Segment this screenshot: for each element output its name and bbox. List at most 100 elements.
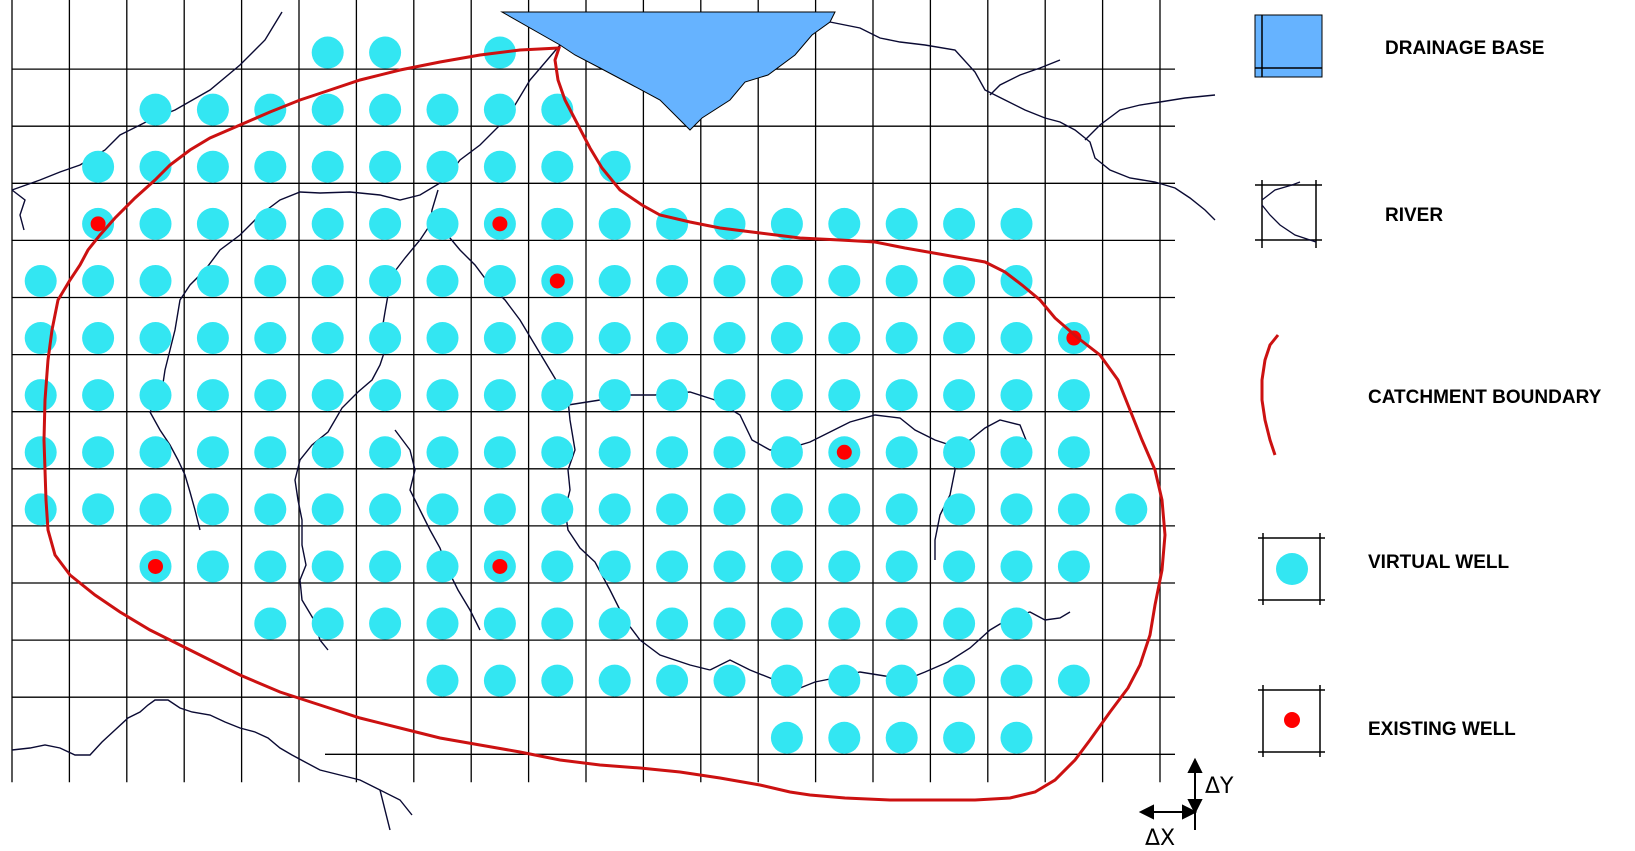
virtual-well <box>426 379 459 412</box>
virtual-well <box>885 550 918 583</box>
virtual-well <box>541 150 574 183</box>
virtual-well <box>254 264 287 297</box>
virtual-well <box>656 207 689 240</box>
virtual-well <box>598 150 631 183</box>
virtual-well <box>24 379 57 412</box>
virtual-well <box>426 607 459 640</box>
virtual-well <box>1000 322 1033 355</box>
virtual-well <box>139 436 172 469</box>
virtual-well <box>770 322 803 355</box>
virtual-well <box>311 436 344 469</box>
virtual-well <box>828 207 861 240</box>
virtual-well <box>82 379 115 412</box>
virtual-well <box>541 379 574 412</box>
virtual-well <box>483 436 516 469</box>
virtual-well <box>139 93 172 126</box>
virtual-well <box>1057 436 1090 469</box>
cyan-dot-icon <box>1258 533 1325 605</box>
virtual-well <box>943 550 976 583</box>
virtual-well <box>483 379 516 412</box>
river-northeast <box>829 21 1216 221</box>
virtual-well <box>254 379 287 412</box>
virtual-well <box>885 207 918 240</box>
virtual-well <box>254 493 287 526</box>
virtual-well <box>82 264 115 297</box>
virtual-well <box>541 322 574 355</box>
virtual-well <box>196 550 229 583</box>
virtual-well <box>943 379 976 412</box>
virtual-well <box>139 150 172 183</box>
existing-well <box>492 558 508 574</box>
virtual-well <box>656 322 689 355</box>
virtual-well <box>541 207 574 240</box>
legend-label-drainage-base: DRAINAGE BASE <box>1385 38 1544 59</box>
virtual-well <box>656 550 689 583</box>
drainage-base-swatch <box>1254 14 1323 78</box>
virtual-well <box>770 550 803 583</box>
virtual-well <box>254 607 287 640</box>
virtual-well <box>1057 550 1090 583</box>
virtual-well <box>598 550 631 583</box>
existing-well <box>836 444 852 460</box>
virtual-well <box>369 322 402 355</box>
virtual-well <box>713 607 746 640</box>
river-southwest-spur <box>379 789 391 831</box>
virtual-well <box>885 721 918 754</box>
virtual-well <box>24 493 57 526</box>
virtual-well <box>82 150 115 183</box>
existing-well <box>549 273 565 289</box>
virtual-well <box>770 379 803 412</box>
virtual-well <box>656 436 689 469</box>
virtual-well <box>885 436 918 469</box>
virtual-well <box>426 150 459 183</box>
virtual-well <box>369 379 402 412</box>
virtual-well <box>656 264 689 297</box>
virtual-well <box>311 493 344 526</box>
virtual-well <box>483 264 516 297</box>
virtual-well <box>426 664 459 697</box>
virtual-well <box>1057 493 1090 526</box>
virtual-well <box>254 93 287 126</box>
virtual-well <box>885 264 918 297</box>
virtual-well <box>943 664 976 697</box>
virtual-well <box>254 322 287 355</box>
virtual-well <box>828 664 861 697</box>
drainage-base-area <box>500 11 836 131</box>
existing-well <box>90 216 106 232</box>
virtual-well <box>426 322 459 355</box>
virtual-well <box>311 36 344 69</box>
river-network <box>11 11 1216 831</box>
virtual-well <box>1057 664 1090 697</box>
virtual-well <box>885 379 918 412</box>
legend-label-catchment-boundary: CATCHMENT BOUNDARY <box>1368 387 1602 408</box>
delta-x-label: ΔX <box>1145 826 1175 851</box>
virtual-well <box>311 150 344 183</box>
virtual-well <box>713 379 746 412</box>
red-dot-icon <box>1258 685 1325 757</box>
virtual-well <box>1000 493 1033 526</box>
map-area: ΔY ΔX <box>11 0 1234 851</box>
legend-label-existing-well: EXISTING WELL <box>1368 719 1516 740</box>
river-line-icon <box>1255 180 1322 248</box>
existing-well <box>148 558 163 574</box>
virtual-well <box>254 550 287 583</box>
virtual-well <box>943 721 976 754</box>
virtual-well <box>254 436 287 469</box>
virtual-well <box>713 493 746 526</box>
virtual-well <box>828 550 861 583</box>
virtual-well <box>770 207 803 240</box>
virtual-well <box>713 436 746 469</box>
virtual-well <box>369 36 402 69</box>
river-west-inlet <box>11 189 26 231</box>
virtual-well <box>139 264 172 297</box>
virtual-well <box>196 264 229 297</box>
boundary-curve-icon <box>1260 334 1280 456</box>
existing-well <box>492 216 508 232</box>
legend-item-river: RIVER <box>1255 180 1443 248</box>
virtual-well <box>828 607 861 640</box>
virtual-well <box>943 264 976 297</box>
virtual-well <box>1000 721 1033 754</box>
virtual-well <box>426 436 459 469</box>
virtual-well <box>139 322 172 355</box>
virtual-well <box>196 379 229 412</box>
